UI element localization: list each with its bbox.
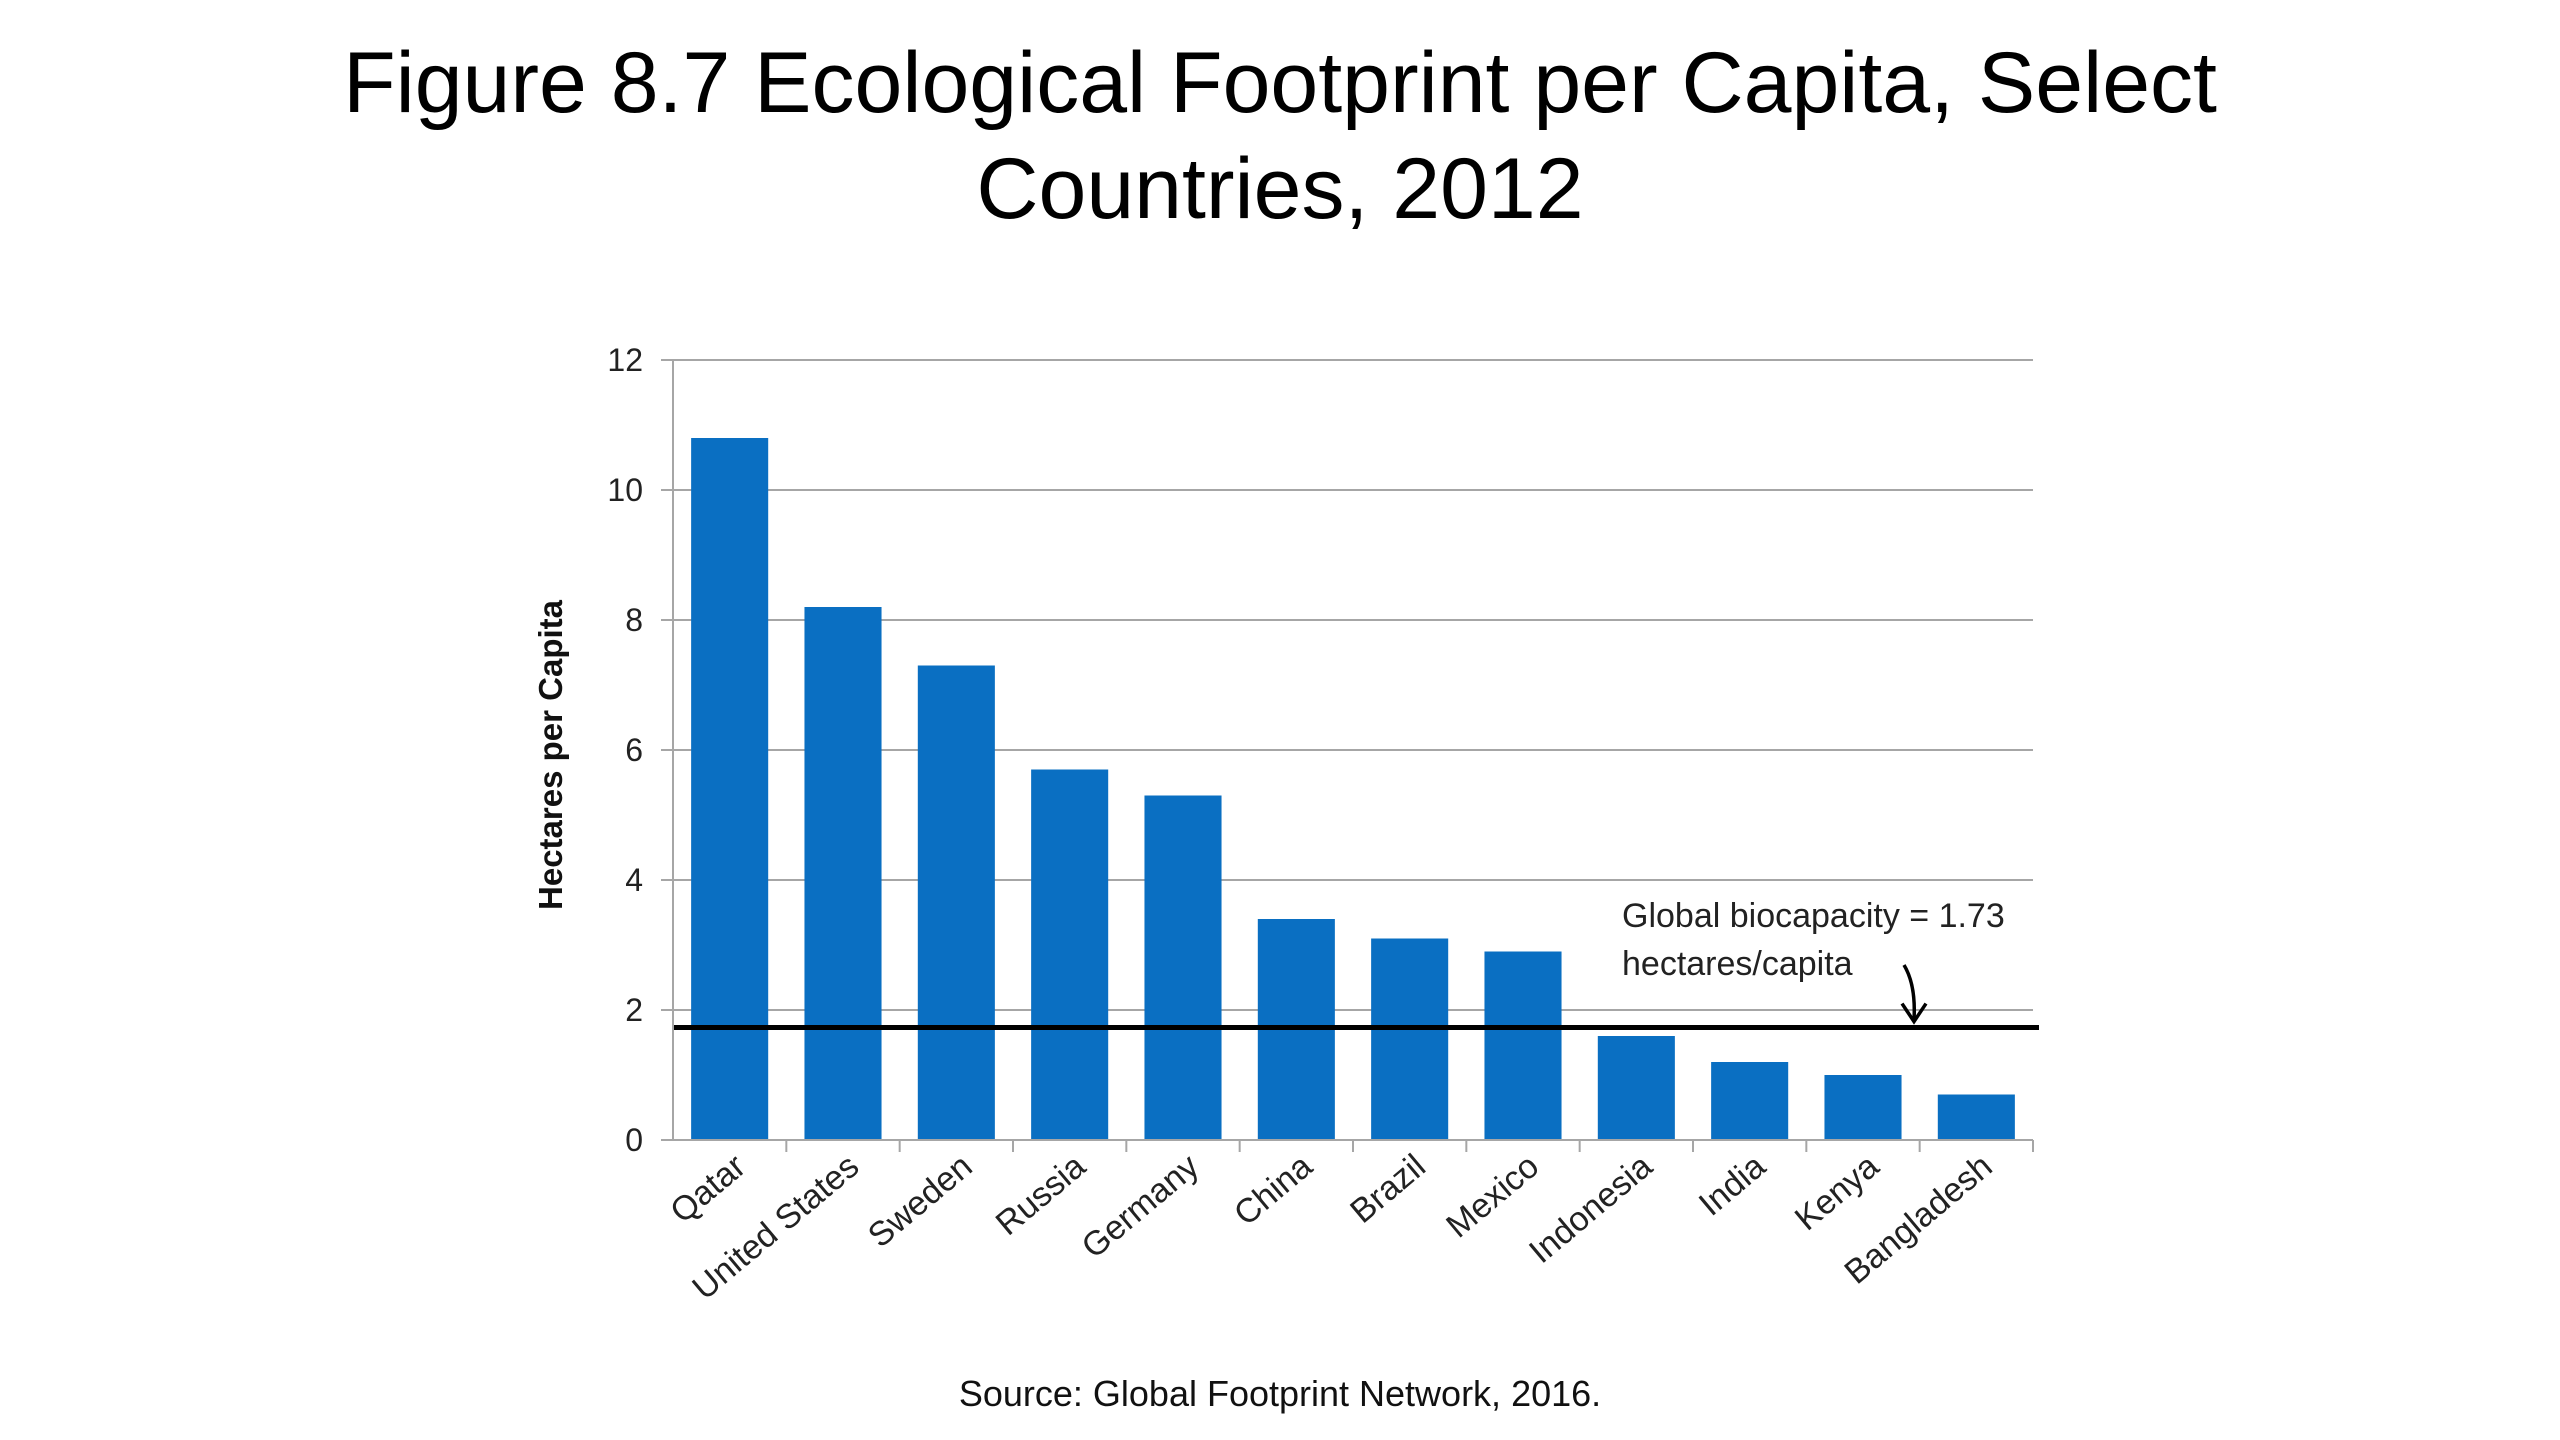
gridlines <box>673 359 2033 1011</box>
category-label: Qatar <box>663 1147 753 1231</box>
y-tick-label: 4 <box>625 862 643 898</box>
axes <box>661 359 2034 1152</box>
bar-united-states <box>804 607 882 1140</box>
category-label: Kenya <box>1788 1147 1886 1238</box>
annotation-arrowhead <box>1900 1002 1928 1025</box>
bar-russia <box>1031 769 1109 1140</box>
category-label: Mexico <box>1439 1147 1546 1245</box>
y-tick-label: 10 <box>607 472 643 508</box>
category-label: Sweden <box>861 1147 980 1255</box>
bar-india <box>1711 1062 1789 1140</box>
annotation-arrow <box>1902 964 1917 1020</box>
reference-line-label-line1: Global biocapacity = 1.73 <box>1622 897 2005 935</box>
bar-mexico <box>1484 951 1562 1140</box>
y-tick-label: 0 <box>625 1122 643 1158</box>
bar-kenya <box>1824 1075 1902 1140</box>
y-tick-label: 12 <box>607 342 643 378</box>
category-label: India <box>1692 1147 1773 1224</box>
category-label: Russia <box>989 1147 1093 1243</box>
category-label: Germany <box>1075 1147 1207 1266</box>
bar-indonesia <box>1597 1036 1675 1140</box>
y-tick-label: 6 <box>625 732 643 768</box>
y-tick-label: 2 <box>625 992 643 1028</box>
bar-brazil <box>1371 938 1449 1140</box>
bar-sweden <box>917 665 995 1140</box>
category-label: Indonesia <box>1522 1147 1659 1271</box>
bars <box>673 438 2039 1140</box>
category-label: China <box>1227 1147 1320 1233</box>
y-tick-label: 8 <box>625 602 643 638</box>
bar-qatar <box>691 438 769 1140</box>
reference-line-label-line2: hectares/capita <box>1622 945 1853 983</box>
chart-title: Figure 8.7 Ecological Footprint per Capi… <box>343 35 2217 237</box>
category-label: Brazil <box>1343 1147 1433 1231</box>
bar-bangladesh <box>1937 1094 2015 1140</box>
source-note: Source: Global Footprint Network, 2016. <box>958 1373 1602 1414</box>
y-axis-title: Hectares per Capita <box>532 599 569 910</box>
bar-germany <box>1144 795 1222 1140</box>
